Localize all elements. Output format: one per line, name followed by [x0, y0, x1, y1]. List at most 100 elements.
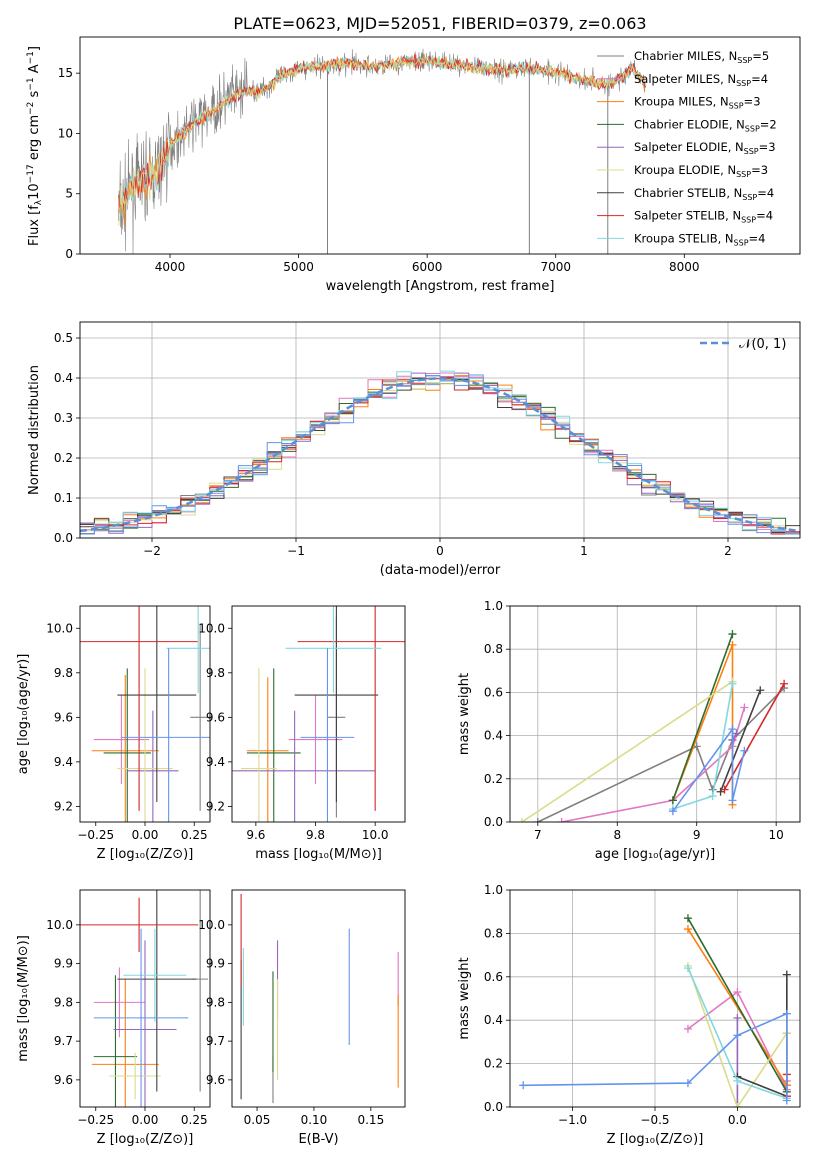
x-tick-label: −0.5 — [640, 1113, 669, 1127]
weight-marker — [728, 640, 737, 649]
legend-name: Salpeter MILES — [634, 72, 720, 86]
error-bars — [240, 893, 399, 1104]
y-tick-label: 0.1 — [54, 491, 73, 505]
legend-eq: = — [751, 72, 761, 86]
weight-marker — [756, 686, 765, 695]
y-tick-label: 0.5 — [54, 331, 73, 345]
y-tick-label: 9.9 — [54, 957, 73, 971]
weight-marker — [557, 818, 566, 822]
y-axis-label: Flux [fλ10−17 erg cm−2 s−1 A−1] — [26, 46, 44, 246]
y-tick-label: 9.6 — [206, 1073, 225, 1087]
y-tick-label: 10.0 — [46, 918, 73, 932]
y-tick-label: 9.6 — [54, 1073, 73, 1087]
x-tick-label: 9 — [693, 828, 701, 842]
weight-marker — [740, 703, 749, 712]
spectrum-model-line — [118, 55, 646, 226]
y-tick-label: 0.3 — [54, 411, 73, 425]
legend-nssp: 3 — [768, 140, 775, 154]
weight-marker — [733, 987, 742, 996]
legend-subscript: SSP — [734, 238, 749, 247]
legend-eq: = — [744, 95, 754, 109]
y-tick-label: 0.8 — [484, 642, 503, 656]
plot-area — [80, 37, 800, 254]
legend-name: Kroupa ELODIE — [634, 163, 720, 177]
legend-label: Chabrier ELODIE, NSSP=2 — [634, 117, 777, 133]
legend-subscript: SSP — [737, 56, 752, 65]
legend-eq: = — [751, 163, 761, 177]
x-tick-label: 0.00 — [132, 1113, 159, 1127]
weight-line — [687, 965, 788, 1107]
legend-n: , N — [728, 140, 744, 154]
legend-subscript: SSP — [736, 79, 751, 88]
x-tick-label: 9.6 — [246, 828, 265, 842]
legend-eq: = — [757, 186, 767, 200]
legend-eq: = — [752, 49, 762, 63]
residuals-panel: −2 −1 0 1 2 0.0 0.1 0.2 0.3 0.4 0.5 (data-model)/er… — [27, 321, 801, 578]
weight-marker — [517, 818, 526, 822]
y-tick-label: 0.6 — [484, 970, 503, 984]
x-tick-label: 0.00 — [132, 828, 159, 842]
y-tick-label: 0.2 — [484, 772, 503, 786]
weight-marker — [733, 1103, 742, 1107]
weight-marker — [683, 1024, 692, 1033]
x-tick-label: 0.25 — [181, 828, 208, 842]
legend-label: Chabrier MILES, NSSP=5 — [634, 49, 769, 65]
weight-marker — [733, 1014, 742, 1023]
y-tick-label: 0.0 — [54, 531, 73, 545]
x-tick-label: 7000 — [540, 260, 571, 274]
error-bars — [80, 890, 209, 1107]
age-vs-mass-panel: 9.6 9.8 10.0 9.2 9.4 9.6 9.8 10.0 mass [log₁₀(M/… — [198, 605, 406, 862]
weight-marker — [668, 807, 677, 816]
y-tick-label: 10 — [58, 126, 73, 140]
axes-frame — [79, 605, 211, 823]
legend-name: Chabrier STELIB — [634, 186, 726, 200]
x-tick-label: 10.0 — [362, 828, 389, 842]
legend-subscript: SSP — [729, 102, 744, 111]
weight-marker — [733, 1076, 742, 1085]
y-tick-label: 10.0 — [198, 621, 225, 635]
plot-area — [232, 890, 405, 1107]
axes-frame — [231, 889, 406, 1108]
y-label-part: Flux [f — [27, 205, 42, 246]
y-label-part: −1 — [26, 77, 36, 90]
y-tick-label: 9.8 — [206, 995, 225, 1009]
age-vs-metallicity-panel: −0.25 0.00 0.25 9.2 9.4 9.6 9.8 10.0 Z [log₁₀(Z/… — [16, 605, 211, 862]
legend-nssp: 3 — [753, 95, 760, 109]
y-tick-label: 9.4 — [54, 755, 73, 769]
legend-label: Salpeter STELIB, NSSP=4 — [634, 209, 773, 225]
y-tick-label: 9.8 — [206, 666, 225, 680]
legend-name: Salpeter STELIB — [634, 209, 725, 223]
y-tick-label: 9.7 — [206, 1034, 225, 1048]
weight-line — [561, 707, 746, 822]
legend-n: , N — [729, 117, 745, 131]
y-axis-label: mass weight — [457, 673, 472, 755]
weight-marker — [782, 1096, 791, 1105]
legend-nssp: 4 — [761, 72, 768, 86]
legend-nssp: 3 — [761, 163, 768, 177]
weight-marker — [733, 1031, 742, 1040]
weight-marker — [782, 1009, 791, 1018]
y-label-part: −17 — [26, 164, 36, 183]
weight-marker — [720, 785, 729, 794]
spectrum-panel: 4000 5000 6000 7000 8000 0 5 10 15 wavelength [An… — [26, 36, 801, 294]
y-label-part: s — [27, 90, 42, 101]
legend-eq: = — [759, 140, 769, 154]
x-tick-label: 1 — [580, 544, 588, 558]
y-tick-label: 10.0 — [198, 918, 225, 932]
x-axis-label: Z [log₁₀(Z/Z⊙)] — [97, 1132, 194, 1147]
x-axis-label: E(B-V) — [298, 1132, 338, 1147]
y-axis-label: Normed distribution — [27, 365, 42, 495]
legend-name: Kroupa STELIB — [634, 231, 718, 245]
legend-label: Chabrier STELIB, NSSP=4 — [634, 186, 774, 202]
y-tick-label: 1.0 — [484, 883, 503, 897]
legend-n: , N — [721, 49, 737, 63]
y-tick-label: 9.2 — [206, 799, 225, 813]
y-tick-label: 9.8 — [54, 666, 73, 680]
plot-area — [232, 606, 405, 822]
x-tick-label: 10 — [769, 828, 784, 842]
legend-subscript: SSP — [744, 147, 759, 156]
x-tick-label: 0.15 — [357, 1113, 384, 1127]
weight-lines — [517, 630, 789, 822]
x-axis-label: (data-model)/error — [380, 563, 501, 578]
legend-label: Salpeter ELODIE, NSSP=3 — [634, 140, 776, 156]
